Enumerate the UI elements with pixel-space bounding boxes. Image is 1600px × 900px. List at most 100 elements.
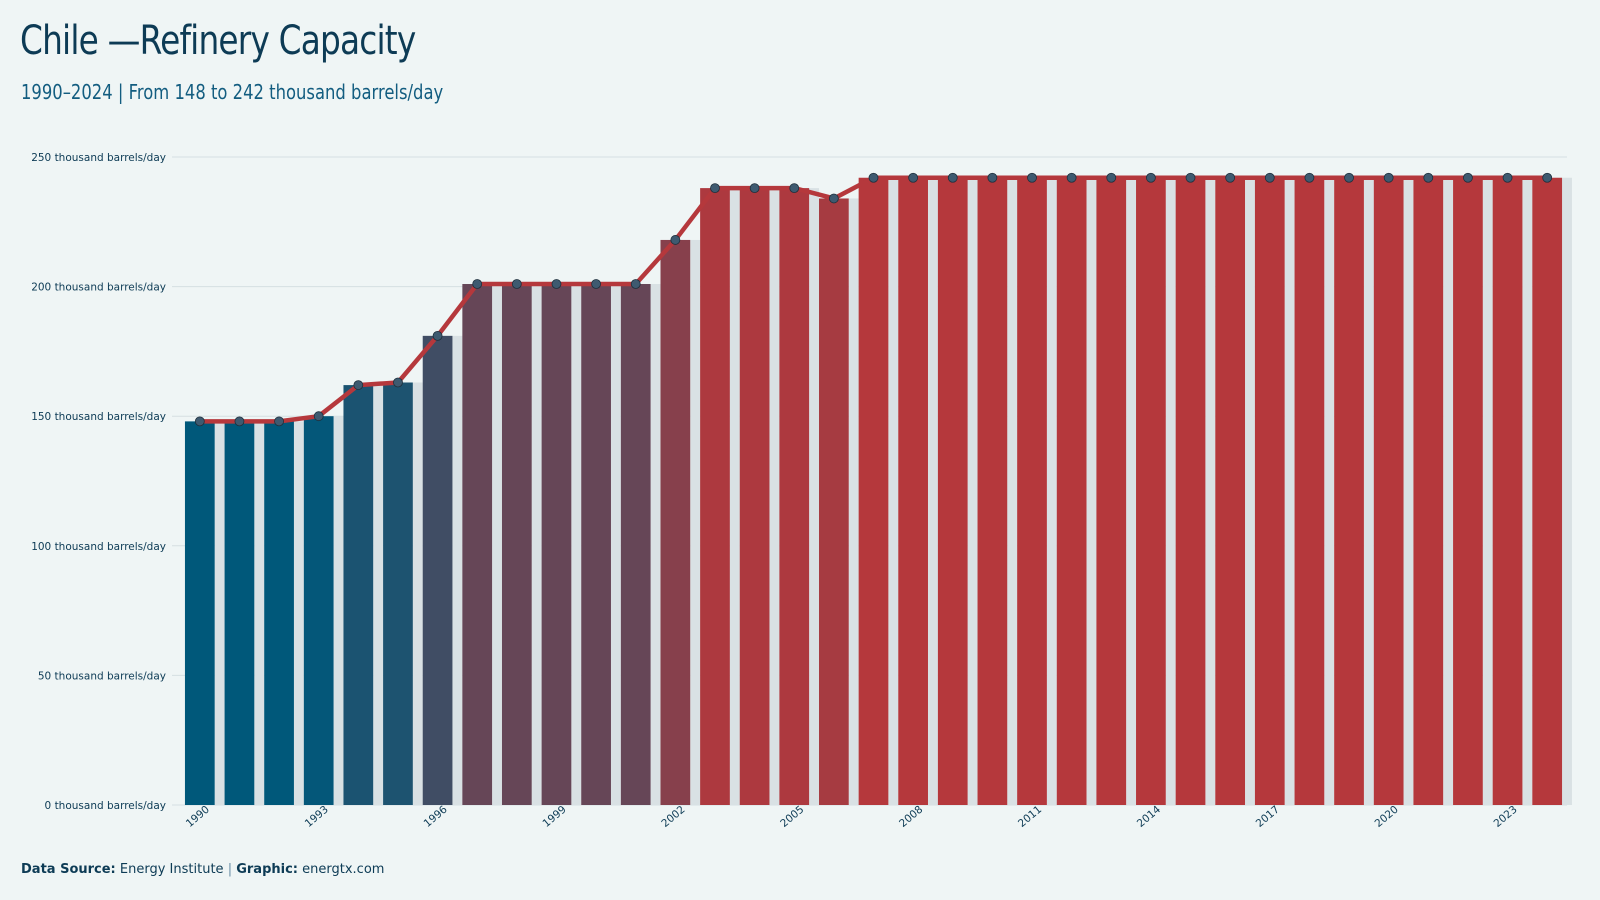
x-tick-label: 2020 [1373, 804, 1401, 830]
bar [1294, 177, 1325, 806]
data-point [710, 183, 720, 194]
bar [343, 385, 374, 805]
bar [858, 177, 889, 806]
bar-gap [848, 198, 859, 806]
bar-gap [373, 385, 384, 805]
data-point [551, 279, 562, 289]
data-point [591, 279, 601, 289]
bar [898, 177, 928, 806]
data-point [194, 416, 205, 427]
x-tick-label: 2017 [1254, 804, 1282, 830]
x-tick-label: 2014 [1135, 803, 1163, 830]
bar-gap [531, 284, 542, 805]
bar-gap [650, 284, 661, 805]
data-point [234, 416, 245, 427]
bar-gap [293, 421, 304, 805]
bar-gap [1284, 177, 1295, 806]
data-point [1542, 172, 1553, 183]
bar-gap [1007, 177, 1018, 806]
source-text: Energy Institute [119, 862, 224, 877]
bar-gap [1522, 177, 1533, 806]
bar [660, 239, 691, 806]
data-point [353, 380, 364, 390]
bar-gap [1086, 177, 1097, 806]
bar-gap [610, 284, 621, 805]
chart-subtitle: 1990–2024 | From 148 to 242 thousand bar… [21, 80, 444, 104]
bar-gap [809, 188, 820, 805]
bar [937, 177, 968, 806]
bar [1373, 177, 1404, 806]
x-tick-label: 1993 [303, 804, 331, 830]
bar-gap [1482, 177, 1493, 806]
data-point [828, 193, 839, 204]
bar [462, 284, 493, 805]
data-point [749, 183, 760, 194]
x-axis-tick-labels: 1990 1993 1996 1999 2002 2005 2008 2011 2014 2017… [184, 803, 1520, 830]
bar [1334, 177, 1364, 806]
data-point [947, 172, 958, 183]
y-tick-label: 250 thousand barrels/day [31, 152, 166, 164]
data-point [1185, 172, 1196, 183]
bar [1254, 177, 1285, 806]
data-point [630, 279, 641, 289]
data-point [987, 172, 998, 183]
bar [541, 284, 572, 805]
caption-separator: | [227, 862, 233, 877]
data-point [1066, 172, 1077, 183]
bar [1215, 177, 1246, 806]
data-point [1304, 172, 1315, 183]
x-tick-label: 2005 [778, 804, 806, 830]
bar-gap [1126, 177, 1137, 806]
x-tick-label: 1996 [422, 803, 450, 830]
x-tick-label: 2002 [659, 804, 687, 830]
bar [1017, 177, 1047, 806]
x-tick-label: 2011 [1016, 804, 1044, 830]
x-tick-label: 2008 [897, 804, 925, 830]
bar [1453, 177, 1483, 806]
bar-gap [571, 284, 582, 805]
bar [422, 335, 453, 805]
data-point [432, 330, 443, 341]
graphic-label: Graphic: [236, 862, 298, 877]
bar [1136, 177, 1166, 806]
bars [184, 177, 1572, 806]
data-point [313, 411, 324, 422]
data-point [1225, 172, 1236, 183]
caption: Data Source: Energy Institute | Graphic:… [21, 862, 384, 877]
bar-gap [1245, 177, 1255, 806]
bar-gap [690, 239, 701, 806]
bar [1492, 177, 1523, 806]
bar-gap [1165, 177, 1176, 806]
data-point [1264, 172, 1275, 183]
data-point [1106, 172, 1117, 183]
bar [700, 188, 730, 805]
bar-gap [254, 421, 265, 805]
bar-gap [1562, 177, 1572, 806]
data-point [670, 235, 681, 245]
bar [184, 421, 215, 805]
bar-gap [412, 382, 423, 805]
bar [1056, 177, 1087, 806]
bar [1096, 177, 1127, 806]
bar [224, 421, 255, 805]
y-tick-label: 150 thousand barrels/day [31, 411, 166, 423]
bar-gap [927, 177, 938, 806]
bar [977, 177, 1008, 806]
data-point [393, 377, 403, 388]
bar-gap [769, 188, 780, 805]
bar [779, 188, 810, 805]
bar [620, 284, 651, 805]
data-point [1502, 172, 1513, 183]
bar [383, 382, 413, 805]
bar-gap [1046, 177, 1057, 806]
bar-gap [888, 177, 899, 806]
source-label: Data Source: [21, 862, 116, 877]
data-point [868, 172, 879, 183]
bar [264, 421, 294, 805]
bar-gap [967, 177, 978, 806]
y-tick-label: 0 thousand barrels/day [45, 800, 166, 812]
x-tick-label: 2023 [1492, 804, 1520, 830]
data-point [1463, 172, 1473, 183]
markers [194, 172, 1553, 427]
